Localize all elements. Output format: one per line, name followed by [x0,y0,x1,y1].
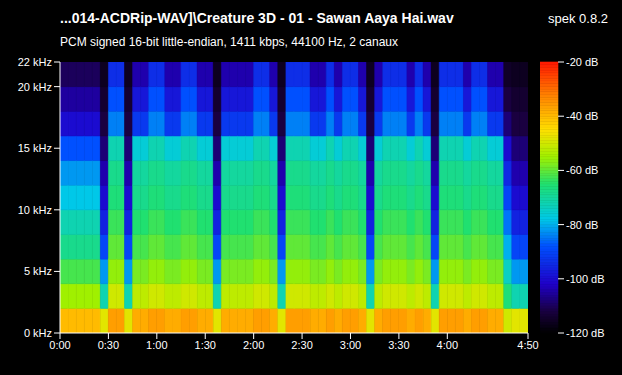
svg-text:-100 dB: -100 dB [566,273,605,285]
svg-text:3:30: 3:30 [388,339,409,351]
svg-text:22 kHz: 22 kHz [18,56,52,68]
svg-text:3:00: 3:00 [340,339,361,351]
svg-text:-60 dB: -60 dB [566,164,598,176]
svg-text:4:50: 4:50 [517,339,538,351]
svg-text:20 kHz: 20 kHz [18,81,52,93]
svg-text:0 kHz: 0 kHz [24,327,52,339]
svg-text:10 kHz: 10 kHz [18,204,52,216]
svg-text:5 kHz: 5 kHz [24,265,52,277]
svg-text:-40 dB: -40 dB [566,110,598,122]
svg-text:15 kHz: 15 kHz [18,142,52,154]
svg-text:-20 dB: -20 dB [566,56,598,68]
html-text:...014-ACDRip-WAV]\Creature 3D: ...014-ACDRip-WAV]\Creature 3D - 01 - Sa… [60,10,454,26]
html-text:spek 0.8.2: spek 0.8.2 [548,11,608,26]
svg-text:-80 dB: -80 dB [566,219,598,231]
svg-text:0:00: 0:00 [49,339,70,351]
svg-text:0:30: 0:30 [98,339,119,351]
html-text:PCM signed 16-bit little-endia: PCM signed 16-bit little-endian, 1411 kb… [60,35,398,49]
svg-text:2:30: 2:30 [291,339,312,351]
svg-text:4:00: 4:00 [437,339,458,351]
svg-text:1:00: 1:00 [146,339,167,351]
svg-text:-120 dB: -120 dB [566,327,605,339]
svg-text:2:00: 2:00 [243,339,264,351]
svg-text:1:30: 1:30 [195,339,216,351]
